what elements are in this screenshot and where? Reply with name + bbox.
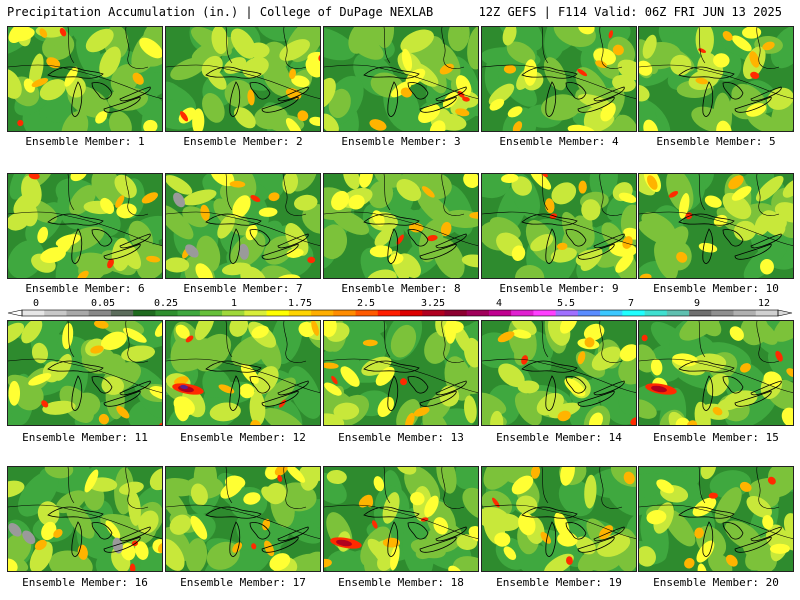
ensemble-member-label: Ensemble Member: 1 xyxy=(25,135,145,148)
colorbar-segment xyxy=(711,310,734,316)
colorbar-segment xyxy=(88,310,112,316)
ensemble-member-label: Ensemble Member: 12 xyxy=(180,431,306,444)
ensemble-member-label: Ensemble Member: 16 xyxy=(22,576,148,589)
ensemble-member-label: Ensemble Member: 14 xyxy=(496,431,622,444)
colorbar-segment xyxy=(311,310,334,316)
colorbar-segment xyxy=(733,310,757,316)
ensemble-member-label: Ensemble Member: 2 xyxy=(183,135,303,148)
colorbar-segment xyxy=(577,310,601,316)
colorbar-segment xyxy=(22,310,45,316)
colorbar-tick-label: 12 xyxy=(758,298,770,309)
ensemble-member-map xyxy=(7,173,163,279)
ensemble-member-map xyxy=(481,173,637,279)
ensemble-member-label: Ensemble Member: 5 xyxy=(656,135,776,148)
ensemble-member-map xyxy=(481,466,637,572)
colorbar-segment xyxy=(622,310,645,316)
colorbar-segment xyxy=(110,310,134,316)
colorbar-tick-label: 7 xyxy=(628,298,634,309)
ensemble-member-map xyxy=(323,26,479,132)
colorbar-segment xyxy=(444,310,468,316)
ensemble-member-map xyxy=(323,320,479,426)
colorbar-segment xyxy=(600,310,623,316)
ensemble-member-label: Ensemble Member: 4 xyxy=(499,135,619,148)
ensemble-member-label: Ensemble Member: 20 xyxy=(653,576,779,589)
ensemble-member-map xyxy=(638,173,794,279)
colorbar-tick-label: 0.25 xyxy=(154,298,178,309)
colorbar-segment xyxy=(666,310,690,316)
ensemble-member-map xyxy=(7,320,163,426)
ensemble-member-map xyxy=(323,173,479,279)
colorbar-tick-label: 5.5 xyxy=(557,298,575,309)
colorbar-segment xyxy=(488,310,512,316)
colorbar-segment xyxy=(133,310,156,316)
colorbar-tick-label: 9 xyxy=(694,298,700,309)
ensemble-member-map xyxy=(165,320,321,426)
chart-title: Precipitation Accumulation (in.) | Colle… xyxy=(7,5,434,19)
ensemble-member-label: Ensemble Member: 15 xyxy=(653,431,779,444)
colorbar-segment xyxy=(555,310,579,316)
colorbar-tick-label: 1 xyxy=(231,298,237,309)
ensemble-member-map xyxy=(165,173,321,279)
ensemble-member-label: Ensemble Member: 17 xyxy=(180,576,306,589)
colorbar-segment xyxy=(377,310,401,316)
model-run-info: 12Z GEFS | F114 Valid: 06Z FRI JUN 13 20… xyxy=(478,5,782,19)
ensemble-member-map xyxy=(638,26,794,132)
colorbar-segment xyxy=(689,310,712,316)
colorbar-segment xyxy=(44,310,67,316)
ensemble-member-map xyxy=(481,320,637,426)
ensemble-member-label: Ensemble Member: 9 xyxy=(499,282,619,295)
ensemble-member-label: Ensemble Member: 18 xyxy=(338,576,464,589)
colorbar-segment xyxy=(533,310,556,316)
ensemble-member-map xyxy=(7,26,163,132)
colorbar-segment xyxy=(422,310,445,316)
colorbar-segment xyxy=(222,310,245,316)
colorbar-segment xyxy=(66,310,90,316)
colorbar-tick-label: 4 xyxy=(496,298,502,309)
ensemble-member-map xyxy=(481,26,637,132)
colorbar-segment xyxy=(466,310,490,316)
colorbar-tick-label: 1.75 xyxy=(288,298,312,309)
ensemble-member-map xyxy=(638,466,794,572)
ensemble-member-label: Ensemble Member: 8 xyxy=(341,282,461,295)
ensemble-member-map xyxy=(165,466,321,572)
ensemble-member-label: Ensemble Member: 3 xyxy=(341,135,461,148)
colorbar-segment xyxy=(644,310,668,316)
colorbar-segment xyxy=(511,310,534,316)
ensemble-member-map xyxy=(323,466,479,572)
ensemble-member-label: Ensemble Member: 10 xyxy=(653,282,779,295)
ensemble-member-label: Ensemble Member: 7 xyxy=(183,282,303,295)
ensemble-member-label: Ensemble Member: 11 xyxy=(22,431,148,444)
precipitation-colorbar: 0 0.05 0.25 1 1.75 2.5 3.25 4 5.5 7 9 12 xyxy=(7,298,793,317)
ensemble-member-label: Ensemble Member: 19 xyxy=(496,576,622,589)
colorbar-segment xyxy=(333,310,356,316)
ensemble-member-label: Ensemble Member: 6 xyxy=(25,282,145,295)
ensemble-member-map xyxy=(165,26,321,132)
ensemble-member-map xyxy=(7,466,163,572)
colorbar-segment xyxy=(244,310,267,316)
colorbar-segment xyxy=(400,310,423,316)
colorbar-tick-label: 2.5 xyxy=(357,298,375,309)
colorbar-tick-label: 3.25 xyxy=(421,298,445,309)
colorbar-segment xyxy=(177,310,201,316)
colorbar-segment xyxy=(266,310,290,316)
colorbar-segment xyxy=(155,310,178,316)
colorbar-segment xyxy=(755,310,779,316)
colorbar-segment xyxy=(288,310,312,316)
colorbar-segment xyxy=(199,310,223,316)
colorbar-segment xyxy=(355,310,379,316)
colorbar-left-arrow xyxy=(7,309,23,317)
ensemble-member-map xyxy=(638,320,794,426)
ensemble-member-label: Ensemble Member: 13 xyxy=(338,431,464,444)
colorbar-right-arrow xyxy=(777,309,793,317)
colorbar-tick-label: 0 xyxy=(33,298,39,309)
colorbar-tick-label: 0.05 xyxy=(91,298,115,309)
